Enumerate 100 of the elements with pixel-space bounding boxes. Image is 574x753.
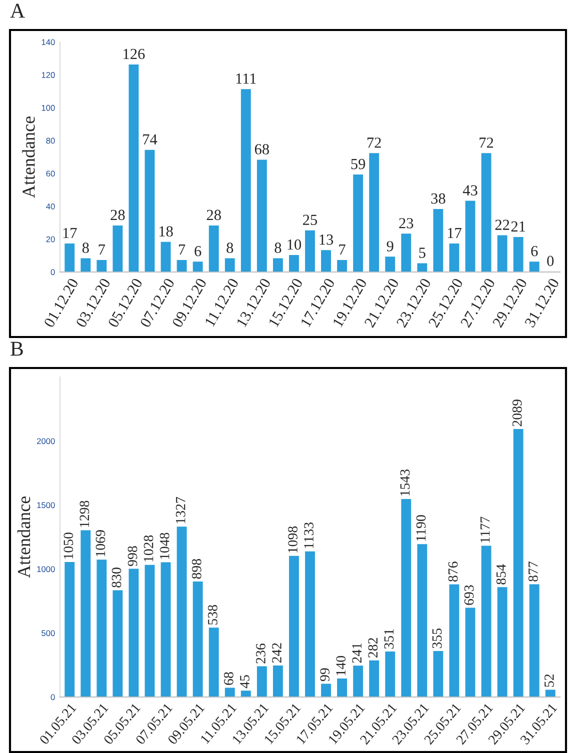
data-label: 5 (419, 248, 426, 258)
data-label: 28 (206, 210, 221, 220)
bar (321, 250, 331, 272)
data-label: 2089 (512, 400, 522, 426)
data-label: 898 (192, 558, 202, 579)
data-label: 538 (208, 605, 218, 625)
bar (144, 150, 155, 272)
data-label: 1177 (480, 516, 490, 542)
data-label: 126 (124, 48, 145, 60)
data-label: 998 (128, 546, 138, 566)
data-label: 68 (254, 144, 269, 154)
data-label: 7 (98, 244, 106, 254)
chart-title: A (10, 4, 25, 18)
chart-title: B (10, 342, 23, 356)
y-tick-label: 1000 (37, 566, 55, 572)
data-label: 72 (480, 138, 494, 148)
data-label: 6 (194, 246, 202, 256)
bar (192, 262, 203, 272)
data-label: 1298 (80, 500, 90, 527)
data-label: 6 (531, 246, 538, 256)
data-label: 59 (351, 158, 366, 170)
bar (128, 64, 139, 272)
y-tick-label: 100 (42, 104, 55, 111)
bar (64, 562, 75, 697)
data-label: 1327 (176, 496, 186, 524)
data-label: 236 (256, 644, 266, 664)
y-tick-label: 20 (46, 236, 55, 242)
data-label: 111 (236, 74, 256, 84)
data-label: 876 (448, 562, 458, 582)
bar (449, 244, 460, 272)
data-label: 0 (547, 256, 554, 266)
y-tick-label: 60 (46, 170, 55, 177)
data-label: 1190 (416, 515, 426, 541)
data-label: 7 (178, 244, 186, 254)
bar (224, 258, 235, 272)
data-label: 45 (240, 675, 250, 688)
y-tick-label: 1500 (37, 502, 55, 508)
bar (401, 234, 412, 272)
data-label: 1050 (64, 532, 74, 559)
bar (513, 429, 524, 697)
bar (513, 236, 524, 272)
bar (353, 666, 364, 697)
data-label: 282 (368, 638, 378, 658)
y-tick-label: 0 (50, 694, 55, 700)
bar (240, 89, 251, 272)
bar (256, 666, 267, 697)
bar (224, 688, 235, 697)
y-tick-label: 500 (42, 630, 55, 636)
bar (337, 260, 348, 272)
data-label: 10 (288, 239, 302, 250)
data-label: 72 (367, 138, 381, 148)
bar (433, 651, 444, 697)
data-label: 8 (82, 242, 89, 253)
data-label: 1048 (160, 532, 170, 559)
data-label: 1098 (288, 526, 298, 552)
bar (176, 526, 187, 697)
bar (321, 684, 331, 697)
data-label: 21 (511, 221, 526, 232)
bar (529, 262, 540, 272)
data-label: 23 (399, 218, 414, 228)
bar (417, 544, 428, 697)
data-label: 17 (448, 228, 462, 238)
data-label: 18 (159, 226, 173, 237)
y-tick-label: 120 (42, 72, 55, 78)
data-label: 22 (495, 220, 510, 230)
y-tick-label: 0 (50, 269, 55, 276)
data-label: 877 (528, 562, 538, 582)
bar (305, 230, 315, 272)
bar (80, 530, 91, 697)
bar (192, 582, 203, 697)
bar (208, 225, 219, 272)
bar (112, 590, 123, 697)
data-label: 1028 (144, 535, 154, 562)
bar (289, 255, 299, 272)
bar (481, 153, 492, 272)
data-label: 8 (226, 242, 234, 253)
bar (369, 153, 380, 272)
data-label: 355 (432, 628, 442, 648)
bar (160, 562, 171, 697)
bar (481, 546, 492, 697)
data-label: 854 (496, 564, 506, 584)
data-label: 241 (352, 643, 362, 663)
y-tick-label: 2000 (37, 438, 55, 444)
bar (289, 556, 299, 697)
data-label: 351 (384, 629, 394, 649)
data-label: 693 (464, 585, 474, 605)
bar (305, 551, 315, 697)
bar (96, 560, 107, 697)
data-label: 1543 (400, 469, 410, 496)
bar (272, 665, 283, 697)
data-label: 9 (386, 241, 394, 252)
bar (272, 258, 283, 272)
data-label: 17 (63, 228, 77, 238)
y-tick-label: 140 (42, 39, 55, 46)
bar (465, 608, 476, 697)
bar (64, 244, 75, 272)
y-axis-title: Attendance (22, 116, 35, 198)
bar (385, 256, 396, 272)
bar (369, 660, 380, 697)
bar (240, 690, 251, 697)
